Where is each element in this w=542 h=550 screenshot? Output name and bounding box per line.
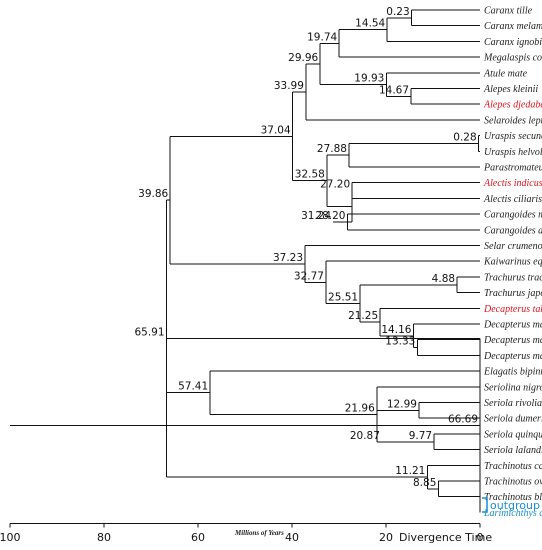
taxon-label: Trachinotus carolinus bbox=[484, 461, 542, 472]
taxon-label: Elagatis bipinnulata bbox=[483, 367, 542, 378]
taxon-label: Megalaspis cordyla bbox=[483, 53, 542, 64]
taxon-label: Seriola quinqueradiata bbox=[484, 429, 542, 440]
node-age-label: 11.21 bbox=[395, 465, 425, 477]
node-age-label: 19.74 bbox=[307, 31, 337, 43]
node-age-label: 0.23 bbox=[386, 6, 409, 18]
taxon-label: Atule mate bbox=[483, 68, 528, 79]
axis-ticks: 100 80 60 40 20 0 bbox=[0, 523, 484, 544]
taxon-label: Trachinotus ovatus bbox=[484, 477, 542, 488]
taxon-label: Alepes djedaba bbox=[483, 100, 542, 111]
node-age-label: 14.67 bbox=[379, 84, 409, 96]
taxon-label: Parastromateus niger bbox=[483, 163, 542, 174]
taxon-label: Kaiwarinus equula bbox=[483, 257, 542, 268]
node-age-label: 12.99 bbox=[387, 398, 417, 410]
node-age-label: 57.41 bbox=[178, 381, 208, 393]
taxon-label: Trachurus trachurus bbox=[484, 272, 542, 283]
taxon-label: Seriola rivoliana bbox=[484, 398, 542, 409]
axis-tick-label: 60 bbox=[191, 531, 205, 544]
taxon-label: Caranx tille bbox=[484, 6, 533, 17]
axis-title: Divergence Time bbox=[399, 531, 492, 544]
taxon-label: Alectis ciliaris bbox=[483, 194, 542, 205]
node-age-label: 39.86 bbox=[138, 188, 168, 200]
node-age-label: 31.24 bbox=[301, 210, 331, 222]
taxon-label: Seriola dumerili bbox=[484, 414, 542, 425]
node-age-label: 4.88 bbox=[432, 273, 455, 285]
taxon-label: Selaroides leptolepis bbox=[484, 115, 542, 126]
taxon-label: Carangoides armatus bbox=[484, 225, 542, 236]
taxon-label: Uraspis secunda bbox=[484, 131, 542, 142]
node-age-label: 21.25 bbox=[348, 310, 378, 322]
tree-branches bbox=[10, 9, 481, 513]
outgroup-bracket bbox=[482, 497, 488, 513]
axis-tick-label: 80 bbox=[97, 531, 111, 544]
taxon-label: Trachinotus blochii bbox=[484, 492, 542, 503]
node-age-label: 25.51 bbox=[328, 291, 358, 303]
node-age-label: 28.20 bbox=[315, 210, 345, 222]
node-age-label: 14.16 bbox=[381, 324, 411, 336]
axis-unit-label: Millions of Years bbox=[234, 529, 284, 537]
node-age-label: 20.87 bbox=[350, 430, 380, 442]
node-age-label: 66.69 bbox=[448, 413, 478, 425]
node-age-label: 19.93 bbox=[354, 73, 384, 85]
node-age-label: 13.33 bbox=[385, 336, 415, 348]
taxon-label: Selar crumenophthalmus bbox=[484, 241, 542, 252]
axis-tick-label: 20 bbox=[379, 531, 393, 544]
node-age-label: 8.85 bbox=[413, 477, 436, 489]
axis-tick-label: 40 bbox=[285, 531, 299, 544]
taxon-labels: Caranx tille Caranx melampygus Caranx igno… bbox=[483, 6, 542, 519]
node-age-label: 27.88 bbox=[317, 143, 347, 155]
outgroup-label: outgroup bbox=[490, 499, 540, 512]
taxon-label: Decapterus tabl bbox=[483, 304, 542, 315]
node-age-label: 32.58 bbox=[295, 169, 325, 181]
taxon-label: Alepes kleinii bbox=[483, 84, 538, 95]
node-age-label: 33.99 bbox=[274, 80, 304, 92]
taxon-label: Decapterus macarellus bbox=[483, 335, 542, 346]
taxon-label: Decapterus macrosoma bbox=[483, 320, 542, 331]
node-age-label: 29.96 bbox=[288, 52, 318, 64]
taxon-label: Decapterus maruadsi bbox=[483, 351, 542, 362]
taxon-label: Seriola lalandi bbox=[484, 445, 542, 456]
node-age-label: 14.54 bbox=[355, 18, 385, 30]
node-age-label: 65.91 bbox=[134, 327, 164, 339]
node-age-label: 0.28 bbox=[453, 131, 476, 143]
node-age-label: 27.20 bbox=[320, 179, 350, 191]
taxon-label: Seriolina nigrofasciata bbox=[484, 382, 542, 393]
taxon-label: Trachurus japonicus bbox=[484, 288, 542, 299]
taxon-label: Carangoides malabaricus bbox=[484, 210, 542, 221]
node-age-label: 21.96 bbox=[345, 402, 375, 414]
node-age-label: 37.04 bbox=[261, 124, 291, 136]
outgroup-marker: outgroup bbox=[482, 497, 540, 513]
taxon-label: Alectis indicus bbox=[483, 178, 542, 189]
axis-tick-label: 100 bbox=[0, 531, 21, 544]
taxon-label: Larimichthys crocea bbox=[483, 508, 542, 519]
node-age-label: 32.77 bbox=[294, 270, 324, 282]
node-age-label: 9.77 bbox=[409, 430, 432, 442]
node-age-label: 37.23 bbox=[273, 252, 303, 264]
taxon-label: Uraspis helvola bbox=[484, 147, 542, 158]
time-axis: 100 80 60 40 20 0 Millions of Years Divergenc… bbox=[0, 523, 492, 544]
taxon-label: Caranx melampygus bbox=[484, 21, 542, 32]
axis-tick-label: 0 bbox=[477, 531, 484, 544]
taxon-label: Caranx ignobilis bbox=[484, 37, 542, 48]
